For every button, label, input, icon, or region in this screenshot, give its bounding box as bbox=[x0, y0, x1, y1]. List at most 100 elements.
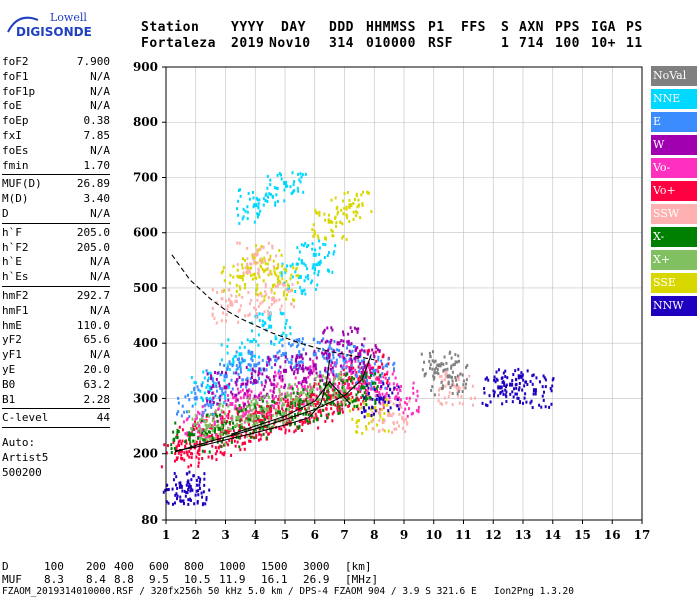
echo-pixel bbox=[181, 489, 184, 493]
echo-pixel bbox=[276, 266, 279, 270]
echo-pixel bbox=[361, 394, 364, 398]
echo-pixel bbox=[250, 321, 253, 325]
y-tick-label: 400 bbox=[133, 336, 158, 350]
echo-pixel bbox=[271, 394, 274, 398]
echo-pixel bbox=[184, 494, 187, 498]
trace-solid bbox=[174, 354, 372, 453]
echo-pixel bbox=[462, 379, 465, 383]
echo-pixel bbox=[305, 408, 308, 412]
echo-pixel bbox=[294, 404, 297, 408]
echo-pixel bbox=[297, 426, 300, 430]
echo-pixel bbox=[278, 282, 281, 286]
echo-pixel bbox=[496, 378, 499, 382]
echo-pixel bbox=[371, 381, 374, 385]
echo-pixel bbox=[273, 186, 276, 190]
echo-pixel bbox=[502, 371, 505, 375]
echo-pixel bbox=[336, 401, 339, 405]
echo-pixel bbox=[175, 475, 178, 479]
echo-pixel bbox=[235, 354, 238, 358]
echo-pixel bbox=[307, 367, 310, 371]
row1-cell: PPS bbox=[555, 20, 580, 35]
echo-pixel bbox=[307, 400, 310, 404]
footer-cell: 9.5 bbox=[149, 573, 169, 586]
echo-pixel bbox=[283, 403, 286, 407]
echo-pixel bbox=[211, 429, 214, 433]
echo-pixel bbox=[365, 403, 368, 407]
param-row: M(D) 3.40 bbox=[2, 192, 110, 206]
echo-pixel bbox=[246, 376, 249, 380]
echo-pixel bbox=[378, 349, 381, 353]
echo-pixel bbox=[362, 190, 365, 194]
echo-pixel bbox=[376, 389, 379, 393]
echo-pixel bbox=[288, 408, 291, 412]
echo-pixel bbox=[302, 412, 305, 416]
data-point bbox=[366, 413, 371, 418]
echo-pixel bbox=[394, 397, 397, 401]
echo-pixel bbox=[254, 308, 257, 312]
echo-pixel bbox=[181, 404, 184, 408]
echo-pixel bbox=[485, 376, 488, 380]
echo-pixel bbox=[337, 353, 340, 357]
row2-cell: 010000 bbox=[366, 36, 416, 51]
y-tick-label: 200 bbox=[133, 447, 158, 461]
echo-pixel bbox=[235, 407, 238, 411]
echo-pixel bbox=[351, 376, 354, 380]
echo-pixel bbox=[501, 376, 504, 380]
echo-pixel bbox=[273, 271, 276, 275]
echo-pixel bbox=[197, 423, 200, 427]
echo-pixel bbox=[263, 367, 266, 371]
echo-pixel bbox=[258, 198, 261, 202]
echo-pixel bbox=[237, 320, 240, 324]
legend-item-ssw: SSW bbox=[651, 204, 697, 224]
echo-pixel bbox=[436, 363, 439, 367]
echo-pixel bbox=[489, 400, 492, 404]
footer-cell: 10.5 bbox=[184, 573, 211, 586]
echo-pixel bbox=[529, 401, 532, 405]
echo-pixel bbox=[191, 404, 194, 408]
echo-pixel bbox=[287, 386, 290, 390]
echo-pixel bbox=[300, 243, 303, 247]
echo-pixel bbox=[368, 366, 371, 370]
echo-pixel bbox=[313, 349, 316, 353]
echo-pixel bbox=[363, 396, 366, 400]
echo-pixel bbox=[201, 410, 204, 414]
param-value: 110.0 bbox=[76, 318, 110, 332]
echo-pixel bbox=[212, 381, 215, 385]
echo-pixel bbox=[349, 343, 352, 347]
echo-pixel bbox=[474, 396, 477, 400]
echo-pixel bbox=[164, 488, 167, 492]
echo-pixel bbox=[374, 372, 377, 376]
echo-pixel bbox=[218, 432, 221, 436]
echo-pixel bbox=[250, 262, 253, 266]
echo-pixel bbox=[404, 407, 407, 411]
echo-pixel bbox=[185, 490, 188, 494]
echo-pixel bbox=[233, 407, 236, 411]
y-tick-label: 500 bbox=[133, 281, 158, 295]
echo-pixel bbox=[523, 384, 526, 388]
echo-pixel bbox=[295, 266, 298, 270]
echo-pixel bbox=[456, 389, 459, 393]
echo-pixel bbox=[268, 412, 271, 416]
echo-pixel bbox=[355, 387, 358, 391]
echo-pixel bbox=[281, 337, 284, 341]
echo-pixel bbox=[415, 398, 418, 402]
echo-pixel bbox=[278, 390, 281, 394]
echo-pixel bbox=[265, 430, 268, 434]
echo-pixel bbox=[245, 430, 248, 434]
echo-pixel bbox=[219, 387, 222, 391]
echo-pixel bbox=[176, 431, 179, 435]
echo-pixel bbox=[388, 382, 391, 386]
echo-pixel bbox=[163, 443, 166, 447]
echo-pixel bbox=[184, 444, 187, 448]
echo-pixel bbox=[341, 355, 344, 359]
echo-pixel bbox=[220, 425, 223, 429]
echo-pixel bbox=[257, 304, 260, 308]
echo-pixel bbox=[191, 417, 194, 421]
echo-pixel bbox=[253, 272, 256, 276]
echo-pixel bbox=[319, 388, 322, 392]
echo-pixel bbox=[307, 421, 310, 425]
echo-pixel bbox=[184, 432, 187, 436]
echo-pixel bbox=[209, 400, 212, 404]
echo-pixel bbox=[387, 429, 390, 433]
echo-pixel bbox=[188, 497, 191, 501]
